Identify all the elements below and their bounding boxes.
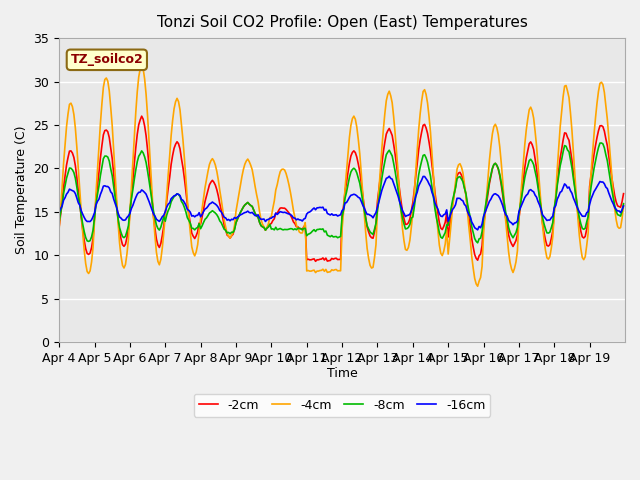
Line: -4cm: -4cm xyxy=(59,64,623,286)
-16cm xyxy=(459,198,467,204)
-2cm xyxy=(618,199,626,204)
-2cm xyxy=(312,258,319,264)
-16cm xyxy=(55,210,63,216)
Line: -2cm: -2cm xyxy=(59,116,623,261)
-4cm xyxy=(92,191,100,196)
-4cm xyxy=(620,203,627,208)
Title: Tonzi Soil CO2 Profile: Open (East) Temperatures: Tonzi Soil CO2 Profile: Open (East) Temp… xyxy=(157,15,527,30)
-8cm xyxy=(618,208,626,214)
-16cm xyxy=(545,217,552,223)
-8cm xyxy=(543,230,551,236)
-16cm xyxy=(74,200,82,205)
-4cm xyxy=(55,226,63,231)
-2cm xyxy=(545,243,552,249)
-16cm xyxy=(474,227,481,233)
-2cm xyxy=(461,184,468,190)
-2cm xyxy=(138,113,145,119)
-4cm xyxy=(347,122,355,128)
-4cm xyxy=(474,283,481,289)
X-axis label: Time: Time xyxy=(326,367,358,381)
-8cm xyxy=(346,174,353,180)
-16cm xyxy=(618,207,626,213)
-4cm xyxy=(138,61,145,67)
-2cm xyxy=(349,149,356,155)
-2cm xyxy=(74,188,82,194)
-4cm xyxy=(74,166,82,172)
-8cm xyxy=(620,201,627,206)
Text: TZ_soilco2: TZ_soilco2 xyxy=(70,53,143,66)
-8cm xyxy=(598,140,605,146)
Line: -16cm: -16cm xyxy=(59,176,623,230)
-16cm xyxy=(92,202,100,208)
-8cm xyxy=(74,194,82,200)
-2cm xyxy=(92,197,100,203)
-8cm xyxy=(458,176,465,182)
-8cm xyxy=(474,240,481,246)
-2cm xyxy=(55,224,63,229)
Legend: -2cm, -4cm, -8cm, -16cm: -2cm, -4cm, -8cm, -16cm xyxy=(194,394,490,417)
-4cm xyxy=(545,256,552,262)
-8cm xyxy=(55,219,63,225)
Y-axis label: Soil Temperature (C): Soil Temperature (C) xyxy=(15,126,28,254)
Line: -8cm: -8cm xyxy=(59,143,623,243)
-2cm xyxy=(620,191,627,196)
-4cm xyxy=(618,216,626,222)
-4cm xyxy=(459,170,467,176)
-16cm xyxy=(385,173,393,179)
-16cm xyxy=(620,203,627,209)
-16cm xyxy=(346,194,353,200)
-8cm xyxy=(92,202,100,207)
